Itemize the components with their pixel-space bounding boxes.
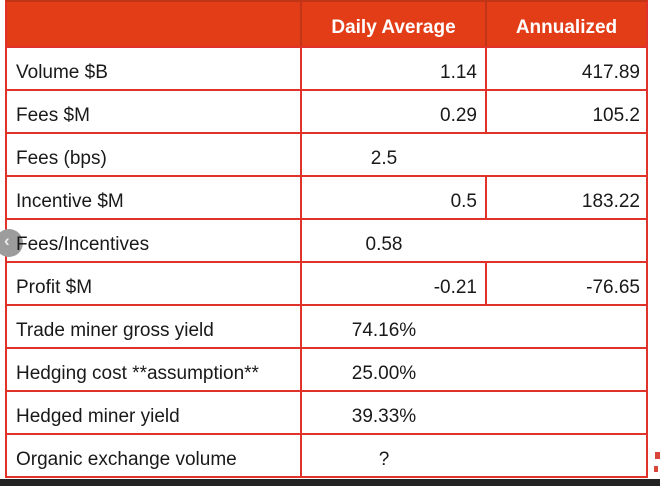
table-row-fees-m: Fees $M 0.29 105.2	[7, 89, 646, 132]
merged-value: 74.16%	[351, 320, 417, 341]
edge-artifact	[654, 466, 658, 472]
annualized-value: 417.89	[581, 62, 640, 83]
row-label: Profit $M	[7, 263, 302, 304]
annualized-value: 183.22	[581, 191, 640, 212]
table-row-fees-incentives: Fees/Incentives 0.58	[7, 218, 646, 261]
bottom-edge-bar	[0, 479, 660, 486]
header-empty-cell	[7, 2, 302, 46]
row-label: Incentive $M	[7, 177, 302, 218]
daily-average-value: 1.14	[302, 48, 487, 89]
header-annualized: Annualized	[515, 17, 618, 38]
row-label: Volume $B	[7, 48, 302, 89]
table-row-hedging-cost: Hedging cost **assumption** 25.00%	[7, 347, 646, 390]
chevron-left-icon: ‹	[4, 231, 10, 250]
row-label: Fees (bps)	[7, 134, 302, 175]
table-row-volume: Volume $B 1.14 417.89	[7, 46, 646, 89]
merged-value: ?	[378, 449, 390, 470]
row-label: Hedging cost **assumption**	[7, 349, 302, 390]
header-daily-average: Daily Average	[302, 2, 487, 46]
daily-average-value: -0.21	[302, 263, 487, 304]
daily-average-value: 0.29	[302, 91, 487, 132]
row-label: Trade miner gross yield	[7, 306, 302, 347]
table-row-hedged-miner-yield: Hedged miner yield 39.33%	[7, 390, 646, 433]
row-label: Hedged miner yield	[7, 392, 302, 433]
edge-artifact	[655, 452, 660, 459]
metrics-table: Daily Average Annualized Volume $B 1.14 …	[5, 0, 648, 478]
table-row-incentive: Incentive $M 0.5 183.22	[7, 175, 646, 218]
table-row-organic-exchange-volume: Organic exchange volume ?	[7, 433, 646, 476]
table-row-trade-miner-gross-yield: Trade miner gross yield 74.16%	[7, 304, 646, 347]
table-row-fees-bps: Fees (bps) 2.5	[7, 132, 646, 175]
row-label: Fees $M	[7, 91, 302, 132]
daily-average-value: 0.5	[302, 177, 487, 218]
merged-value: 2.5	[370, 148, 398, 169]
table-header-row: Daily Average Annualized	[7, 2, 646, 46]
merged-value: 0.58	[365, 234, 403, 255]
table-row-profit: Profit $M -0.21 -76.65	[7, 261, 646, 304]
merged-value: 25.00%	[351, 363, 417, 384]
merged-value: 39.33%	[351, 406, 417, 427]
row-label: Fees/Incentives	[7, 220, 302, 261]
back-button[interactable]: ‹	[0, 229, 23, 257]
annualized-value: -76.65	[586, 277, 640, 298]
row-label: Organic exchange volume	[7, 435, 302, 476]
annualized-value: 105.2	[592, 105, 640, 126]
